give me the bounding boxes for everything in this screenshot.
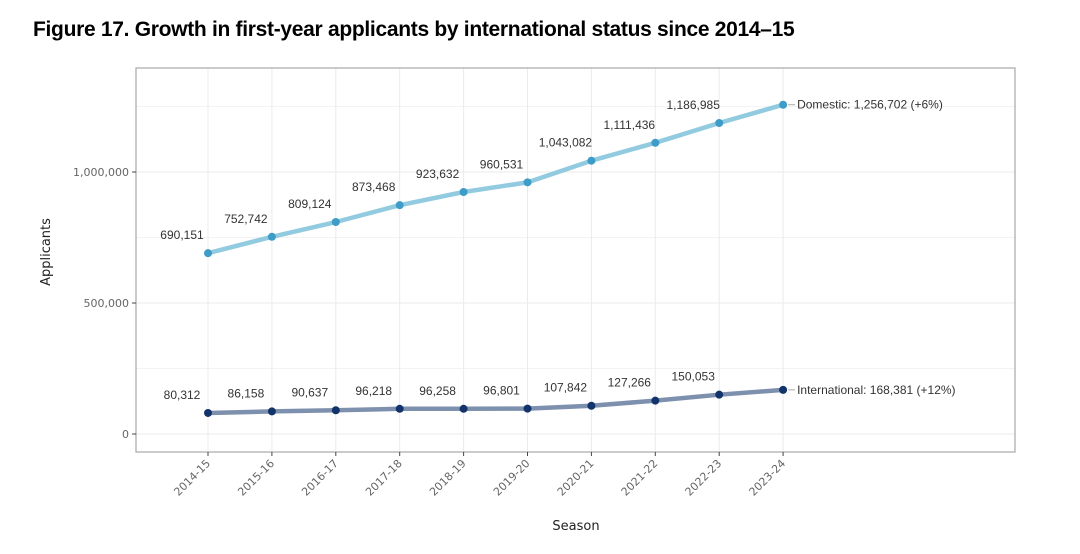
international-data-label: 127,266	[608, 376, 652, 390]
international-point	[267, 407, 276, 416]
international-point	[651, 396, 660, 405]
international-point	[204, 408, 212, 417]
domestic-point	[459, 188, 468, 197]
plot-panel-border	[135, 67, 1016, 453]
x-tick-label: 2016-17	[299, 457, 341, 499]
international-point	[523, 404, 532, 413]
domestic-point	[587, 156, 596, 165]
domestic-point	[715, 119, 724, 128]
domestic-point	[267, 232, 276, 241]
domestic-data-label: 873,468	[352, 180, 396, 194]
international-point	[331, 406, 340, 415]
x-tick-label: 2023-24	[747, 457, 789, 499]
series-international: 80,312 86,158 90,637 96,218 96,258 96,801 107,…	[164, 370, 956, 417]
x-tick-label: 2014-15	[171, 457, 213, 499]
y-tick-label: 500,000	[84, 297, 130, 310]
domestic-data-label: 690,151	[160, 228, 204, 242]
y-axis: 0 500,000 1,000,000	[73, 166, 136, 441]
domestic-data-label: 960,531	[480, 157, 524, 171]
y-axis-title: Applicants	[39, 218, 54, 286]
domestic-data-label: 923,632	[416, 167, 460, 181]
domestic-point	[331, 218, 340, 227]
international-point	[395, 404, 404, 413]
x-tick-label: 2022-23	[683, 457, 725, 499]
domestic-point	[523, 178, 532, 187]
international-data-label: 96,258	[419, 384, 456, 398]
x-tick-label: 2020-21	[555, 457, 597, 499]
x-axis: 2014-15 2015-16 2016-17 2017-18 2018-19 2019-…	[171, 452, 788, 499]
international-data-label: 80,312	[164, 388, 201, 402]
domestic-data-label: 809,124	[288, 197, 332, 211]
international-point	[587, 401, 596, 410]
x-axis-title: Season	[552, 519, 599, 534]
international-data-label: 96,218	[355, 384, 392, 398]
y-tick-label: 1,000,000	[73, 166, 129, 179]
international-data-label: 86,158	[228, 386, 265, 400]
international-end-label: International: 168,381 (+12%)	[797, 383, 955, 397]
x-tick-label: 2015-16	[235, 457, 277, 499]
international-point	[715, 390, 724, 399]
domestic-data-label: 1,043,082	[539, 136, 593, 150]
domestic-line	[205, 102, 786, 256]
international-point	[459, 404, 468, 413]
international-data-label: 150,053	[672, 370, 716, 384]
series-group: 690,151 752,742 809,124 873,468 923,632 960,5…	[160, 98, 956, 417]
x-tick-label: 2021-22	[619, 457, 661, 499]
series-domestic: 690,151 752,742 809,124 873,468 923,632 960,5…	[160, 98, 943, 258]
x-tick-label: 2017-18	[363, 457, 405, 499]
domestic-data-label: 1,111,436	[603, 118, 655, 132]
international-data-label: 90,637	[291, 385, 328, 399]
domestic-data-label: 1,186,985	[667, 98, 721, 112]
domestic-point	[651, 138, 660, 147]
x-tick-label: 2018-19	[427, 457, 469, 499]
y-tick-label: 0	[122, 428, 129, 441]
x-tick-label: 2019-20	[491, 457, 533, 499]
domestic-data-label: 752,742	[224, 212, 268, 226]
international-line	[205, 387, 786, 416]
domestic-end-label: Domestic: 1,256,702 (+6%)	[797, 98, 943, 112]
international-data-label: 107,842	[544, 381, 588, 395]
domestic-point	[779, 100, 788, 109]
domestic-point	[204, 249, 212, 258]
international-point	[779, 385, 788, 394]
domestic-point	[395, 201, 404, 210]
international-data-label: 96,801	[483, 384, 520, 398]
figure-title: Figure 17. Growth in first-year applican…	[33, 18, 795, 41]
